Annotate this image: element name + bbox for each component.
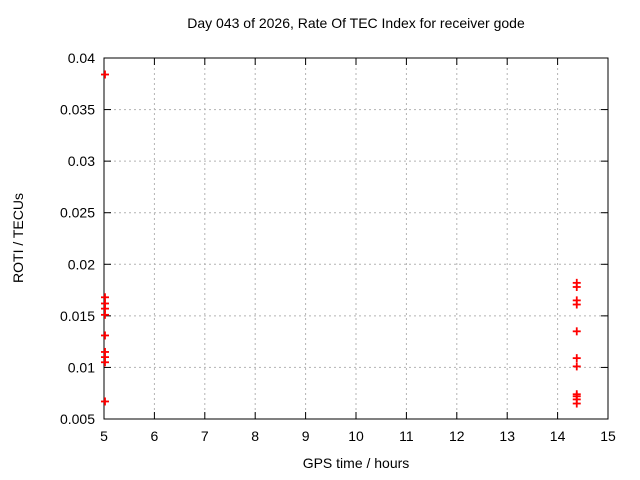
x-tick-label: 12	[449, 428, 465, 444]
y-tick-label: 0.01	[68, 359, 95, 375]
x-tick-label: 9	[302, 428, 310, 444]
x-tick-label: 10	[348, 428, 364, 444]
y-tick-label: 0.025	[60, 205, 95, 221]
y-tick-label: 0.03	[68, 153, 95, 169]
x-tick-label: 5	[100, 428, 108, 444]
x-tick-label: 8	[251, 428, 259, 444]
chart-title: Day 043 of 2026, Rate Of TEC Index for r…	[187, 15, 525, 31]
x-tick-label: 6	[151, 428, 159, 444]
y-tick-label: 0.005	[60, 411, 95, 427]
x-axis-label: GPS time / hours	[302, 455, 410, 471]
x-tick-label: 7	[201, 428, 209, 444]
x-tick-label: 11	[399, 428, 414, 444]
y-tick-label: 0.015	[60, 308, 95, 324]
y-tick-label: 0.02	[68, 256, 95, 272]
y-tick-label: 0.035	[60, 102, 95, 118]
x-tick-label: 13	[499, 428, 515, 444]
x-tick-label: 15	[600, 428, 616, 444]
y-tick-label: 0.04	[68, 50, 95, 66]
x-tick-label: 14	[550, 428, 566, 444]
